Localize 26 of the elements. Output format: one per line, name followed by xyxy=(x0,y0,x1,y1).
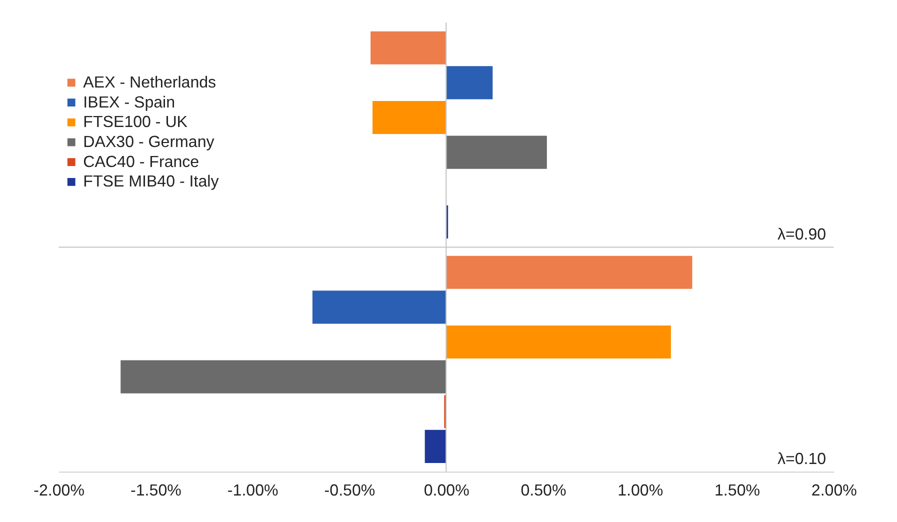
legend-label: FTSE100 - UK xyxy=(83,113,188,132)
x-tick-label: -1.00% xyxy=(227,482,278,500)
bar xyxy=(446,325,671,359)
bar xyxy=(120,360,446,394)
x-tick-label: -1.50% xyxy=(130,482,182,500)
legend-label: DAX30 - Germany xyxy=(83,132,214,151)
x-tick-label: 2.00% xyxy=(811,482,857,500)
x-tick-label: 1.50% xyxy=(714,482,760,500)
bar xyxy=(370,31,446,64)
bar xyxy=(446,66,493,100)
bar xyxy=(446,136,547,169)
bar xyxy=(372,100,446,134)
x-tick-label: 0.00% xyxy=(424,482,470,500)
x-tick-label: 0.50% xyxy=(520,482,566,500)
annotation: λ=0.10 xyxy=(777,450,826,468)
bar xyxy=(424,430,446,463)
bar xyxy=(446,256,692,289)
legend-label: AEX - Netherlands xyxy=(83,73,216,92)
x-tick-label: -0.50% xyxy=(324,482,376,500)
x-tick-label: 1.00% xyxy=(618,482,664,500)
legend-label: IBEX - Spain xyxy=(83,93,176,112)
legend-label: CAC40 - France xyxy=(83,152,200,171)
x-tick-label: -2.00% xyxy=(34,482,85,500)
bar xyxy=(312,290,446,324)
legend-label: FTSE MIB40 - Italy xyxy=(83,172,219,191)
annotation: λ=0.90 xyxy=(777,226,826,244)
